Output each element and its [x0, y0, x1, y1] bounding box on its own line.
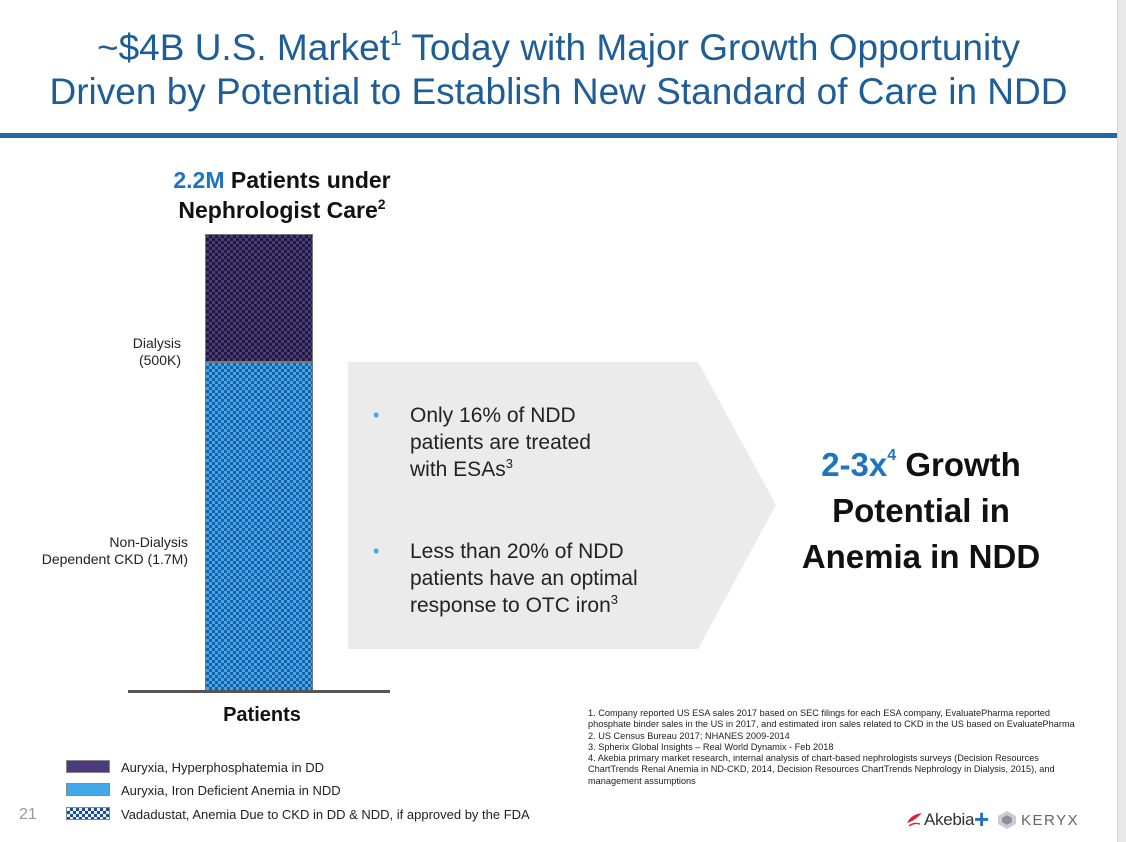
keryx-hex-icon [998, 811, 1016, 829]
keryx-logo: KERYX [996, 808, 1079, 832]
growth-headline: 2-3x4 Growth [821, 446, 1021, 483]
bar-segment-dialysis [205, 234, 313, 362]
page-number: 21 [19, 806, 37, 823]
legend-swatch [66, 807, 110, 820]
footnote-4: 4. Akebia primary market research, inter… [588, 753, 1055, 786]
akebia-leaf-icon [907, 813, 922, 827]
window-scrollbar[interactable] [1117, 0, 1126, 842]
chart-heading: 2.2M Patients under [173, 167, 391, 193]
title-divider [0, 133, 1117, 138]
footnote-1: 1. Company reported US ESA sales 2017 ba… [588, 708, 1075, 730]
title-line-2: Driven by Potential to Establish New Sta… [49, 71, 1068, 112]
growth-headline-line-3: Anemia in NDD [801, 538, 1041, 575]
segment-label-non-dialysis: Non-Dialysis Dependent CKD (1.7M) [41, 534, 188, 567]
bullet-esa-treatment: • Only 16% of NDD patients are treated w… [373, 404, 591, 481]
bullet-dot: • [373, 405, 380, 425]
footnote-3: 3. Spherix Global Insights – Real World … [588, 741, 834, 752]
footnotes: 1. Company reported US ESA sales 2017 ba… [588, 708, 1078, 787]
bullet-iron-response: • Less than 20% of NDD patients have an … [373, 540, 638, 617]
legend-swatch [66, 760, 110, 773]
plus-icon: + [974, 804, 990, 834]
segment-label-dialysis: Dialysis (500K) [132, 335, 181, 368]
akebia-logo: Akebia [905, 808, 974, 832]
bullet-dot: • [373, 541, 380, 561]
legend-swatch [66, 783, 110, 796]
footnote-2: 2. US Census Bureau 2017; NHANES 2009-20… [588, 730, 790, 741]
title-line-1: ~$4B U.S. Market1 Today with Major Growt… [96, 27, 1021, 68]
arrow-callout-panel [348, 362, 776, 649]
growth-headline-line-2: Potential in [832, 492, 1010, 529]
chart-baseline [128, 690, 390, 693]
bar-segment-non-dialysis [205, 362, 313, 692]
chart-heading-line-2: Nephrologist Care2 [178, 196, 386, 223]
x-axis-label: Patients [223, 704, 301, 726]
